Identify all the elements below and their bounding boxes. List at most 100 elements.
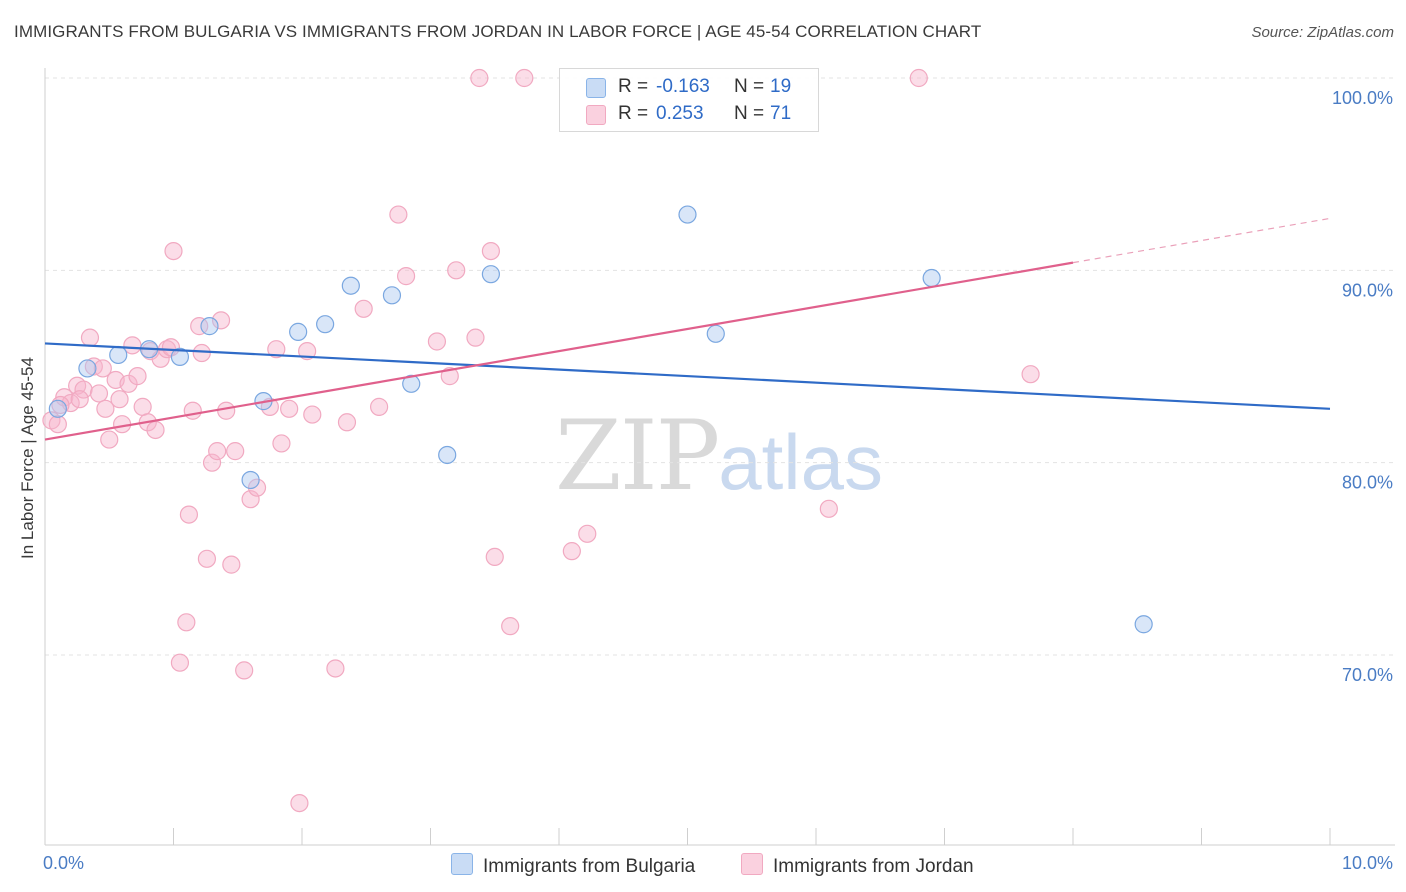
legend-n-label: N =	[734, 103, 765, 124]
jordan-point	[337, 413, 357, 432]
jordan-point	[70, 390, 89, 409]
legend-r-label: R =	[618, 76, 649, 97]
bulgaria-point	[289, 322, 308, 341]
jordan-point	[440, 367, 459, 386]
jordan-point	[93, 359, 112, 378]
jordan-point	[170, 653, 190, 672]
jordan-trend-extension	[1072, 217, 1331, 264]
bulgaria-point	[170, 347, 190, 366]
jordan-point	[485, 547, 504, 567]
bulgaria-trend-line	[44, 342, 1331, 410]
jordan-point	[303, 405, 322, 424]
legend-r-value-jordan: 0.253	[656, 103, 704, 124]
bulgaria-point	[706, 324, 725, 343]
jordan-point	[217, 401, 236, 420]
legend-swatch-jordan	[586, 105, 606, 125]
jordan-point	[74, 380, 93, 399]
x-tick-label-min: 0.0%	[43, 853, 85, 873]
jordan-point	[481, 242, 500, 261]
legend-n-value-bulgaria: 19	[770, 76, 792, 97]
jordan-point	[466, 328, 485, 347]
bulgaria-point	[241, 470, 260, 490]
jordan-point	[133, 397, 152, 416]
jordan-point	[80, 328, 100, 347]
jordan-point	[578, 524, 597, 543]
bulgaria-point	[402, 374, 421, 393]
jordan-point	[470, 68, 489, 88]
legend-n-value-jordan: 71	[770, 103, 792, 124]
bulgaria-point	[1134, 615, 1153, 634]
jordan-point	[370, 397, 389, 416]
legend-n-label: N =	[734, 76, 765, 97]
watermark-atlas: atlas	[718, 418, 883, 506]
jordan-point	[241, 490, 260, 509]
jordan-point	[84, 357, 103, 376]
y-tick-label: 70.0%	[1342, 665, 1393, 685]
bulgaria-point	[200, 317, 219, 336]
jordan-trend-line	[44, 261, 1074, 441]
jordan-point	[208, 442, 227, 461]
jordan-point	[164, 242, 183, 261]
stats-legend: R = -0.163 N = 19 R = 0.253 N = 71	[559, 68, 819, 132]
legend-swatch-bulgaria	[586, 78, 606, 98]
jordan-point	[501, 617, 520, 636]
jordan-point	[89, 384, 109, 403]
x-tick-label-max: 10.0%	[1341, 853, 1393, 873]
jordan-point	[100, 430, 119, 449]
legend-item-jordan: Immigrants from Jordan	[741, 853, 974, 878]
legend-swatch-jordan	[741, 853, 763, 875]
jordan-point	[819, 499, 838, 518]
jordan-point	[1021, 365, 1040, 384]
jordan-point	[96, 399, 115, 418]
jordan-point	[272, 434, 291, 453]
bulgaria-point	[109, 345, 128, 365]
y-tick-label: 90.0%	[1342, 280, 1393, 300]
jordan-point	[177, 613, 196, 632]
jordan-point	[202, 453, 222, 472]
jordan-point	[197, 549, 217, 568]
bulgaria-point	[481, 265, 500, 284]
bulgaria-point	[438, 445, 457, 465]
legend-swatch-bulgaria	[451, 853, 473, 875]
source-label: Source: ZipAtlas.com	[1251, 24, 1394, 41]
jordan-point	[146, 420, 165, 440]
jordan-point	[211, 311, 231, 330]
jordan-point	[290, 793, 309, 813]
watermark-zip: ZIP	[555, 400, 720, 512]
bulgaria-point	[316, 315, 335, 334]
bulgaria-point	[382, 286, 402, 305]
chart-title: IMMIGRANTS FROM BULGARIA VS IMMIGRANTS F…	[14, 22, 982, 41]
jordan-point	[389, 205, 408, 224]
jordan-point	[280, 399, 299, 418]
legend-label-jordan: Immigrants from Jordan	[773, 856, 974, 877]
jordan-point	[179, 505, 199, 524]
jordan-point	[447, 261, 466, 280]
y-tick-label: 100.0%	[1332, 88, 1393, 108]
jordan-point	[48, 415, 67, 434]
jordan-point	[396, 267, 416, 286]
watermark: ZIPatlas	[555, 400, 883, 512]
legend-r-label: R =	[618, 103, 649, 124]
jordan-point	[562, 542, 581, 561]
bulgaria-point	[341, 276, 360, 295]
jordan-point	[326, 659, 345, 678]
legend-label-bulgaria: Immigrants from Bulgaria	[483, 856, 696, 877]
jordan-point	[267, 340, 286, 359]
legend-r-value-bulgaria: -0.163	[656, 76, 710, 97]
jordan-point	[183, 401, 202, 420]
jordan-point	[427, 332, 447, 351]
y-tick-label: 80.0%	[1342, 473, 1393, 493]
jordan-point	[128, 367, 147, 386]
jordan-point	[515, 68, 534, 88]
jordan-point	[354, 299, 373, 318]
bulgaria-point	[48, 399, 67, 418]
legend-item-bulgaria: Immigrants from Bulgaria	[451, 853, 695, 878]
jordan-point	[110, 390, 129, 409]
jordan-point	[226, 442, 245, 461]
jordan-point	[222, 555, 241, 574]
bulgaria-point	[678, 205, 697, 224]
bulgaria-point	[922, 268, 941, 288]
jordan-point	[298, 342, 317, 361]
jordan-point	[909, 68, 928, 88]
